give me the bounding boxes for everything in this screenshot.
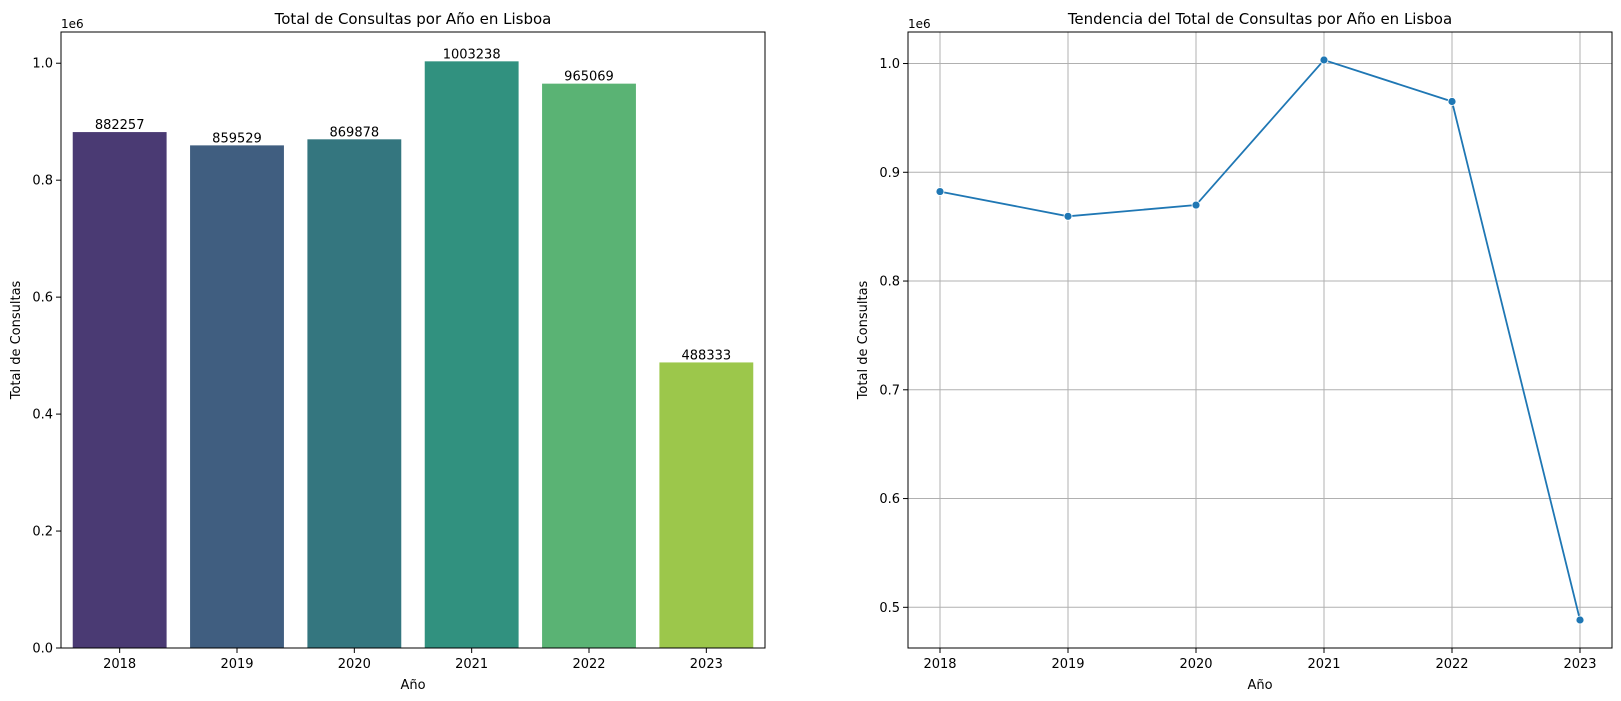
bar-x-tick-label: 2020 [338,657,371,672]
bar-y-tick-label: 0.2 [32,525,53,540]
line-point-2020 [1191,200,1201,210]
line-y-tick-label: 0.7 [879,383,900,398]
bar-y-tick-label: 0.6 [32,291,53,306]
bar-chart-title: Total de Consultas por Año en Lisboa [274,10,552,28]
line-x-tick-label: 2019 [1051,657,1084,672]
line-chart: Tendencia del Total de Consultas por Año… [856,10,1613,693]
line-x-tick-label: 2021 [1307,657,1340,672]
line-point-2021 [1319,55,1329,65]
bar-data-label-2020: 869878 [330,125,380,140]
bar-plot-frame [60,31,766,649]
line-points [935,55,1585,625]
bar-x-axis-label: Año [400,678,425,693]
line-y-tick-label: 0.6 [879,492,900,507]
bar-x-tick-label: 2021 [455,657,488,672]
bar-x-tick-label: 2018 [103,657,136,672]
bar-data-label-2019: 859529 [212,131,262,146]
line-point-2019 [1063,211,1073,221]
bar-x-axis-ticks: 2018 2019 2020 2021 2022 2023 [103,648,723,672]
line-y-axis-label: Total de Consultas [856,280,871,400]
line-grid [908,32,1612,648]
line-chart-offset-label: 1e6 [908,17,931,31]
bar-chart: Total de Consultas por Año en Lisboa 1e6… [9,10,766,693]
line-plot-frame [907,31,1613,649]
bar-2023 [659,362,754,648]
line-y-tick-label: 0.9 [879,166,900,181]
line-x-tick-label: 2020 [1179,657,1212,672]
bar-data-label-2022: 965069 [564,70,614,85]
bar-y-tick-label: 0.4 [32,408,53,423]
bar-2020 [307,139,402,648]
line-x-axis-label: Año [1247,678,1272,693]
bar-2022 [542,83,636,649]
bar-y-tick-label: 0.0 [32,642,53,657]
bar-data-labels: 882257 859529 869878 1003238 965069 488333 [95,47,731,363]
bar-data-label-2023: 488333 [682,348,732,363]
bar-data-label-2021: 1003238 [443,47,501,62]
line-point-2022 [1447,97,1457,106]
bar-x-tick-label: 2022 [572,657,605,672]
line-chart-title: Tendencia del Total de Consultas por Año… [1067,10,1452,28]
bar-chart-offset-label: 1e6 [61,17,84,31]
bar-x-tick-label: 2023 [690,657,723,672]
line-x-tick-label: 2023 [1563,657,1596,672]
bar-y-axis-label: Total de Consultas [9,280,24,400]
line-x-tick-label: 2018 [923,657,956,672]
bar-2021 [424,61,519,649]
line-x-tick-label: 2022 [1435,657,1468,672]
line-point-2023 [1575,615,1585,625]
bar-x-tick-label: 2019 [220,657,253,672]
bar-y-axis-ticks: 0.0 0.2 0.4 0.6 0.8 1.0 [32,57,61,657]
line-y-tick-label: 1.0 [879,57,900,72]
bar-series [72,61,754,649]
line-series [939,58,1581,621]
bar-2018 [72,132,167,648]
line-x-axis-ticks: 2018 2019 2020 2021 2022 2023 [923,648,1597,672]
bar-data-label-2018: 882257 [95,118,145,133]
line-point-2018 [935,187,945,196]
line-y-tick-label: 0.5 [879,601,900,616]
bar-2019 [190,145,284,648]
bar-y-tick-label: 0.8 [32,174,53,189]
line-y-axis-ticks: 0.5 0.6 0.7 0.8 0.9 1.0 [879,57,908,616]
line-y-tick-label: 0.8 [879,275,900,290]
bar-y-tick-label: 1.0 [32,57,53,72]
